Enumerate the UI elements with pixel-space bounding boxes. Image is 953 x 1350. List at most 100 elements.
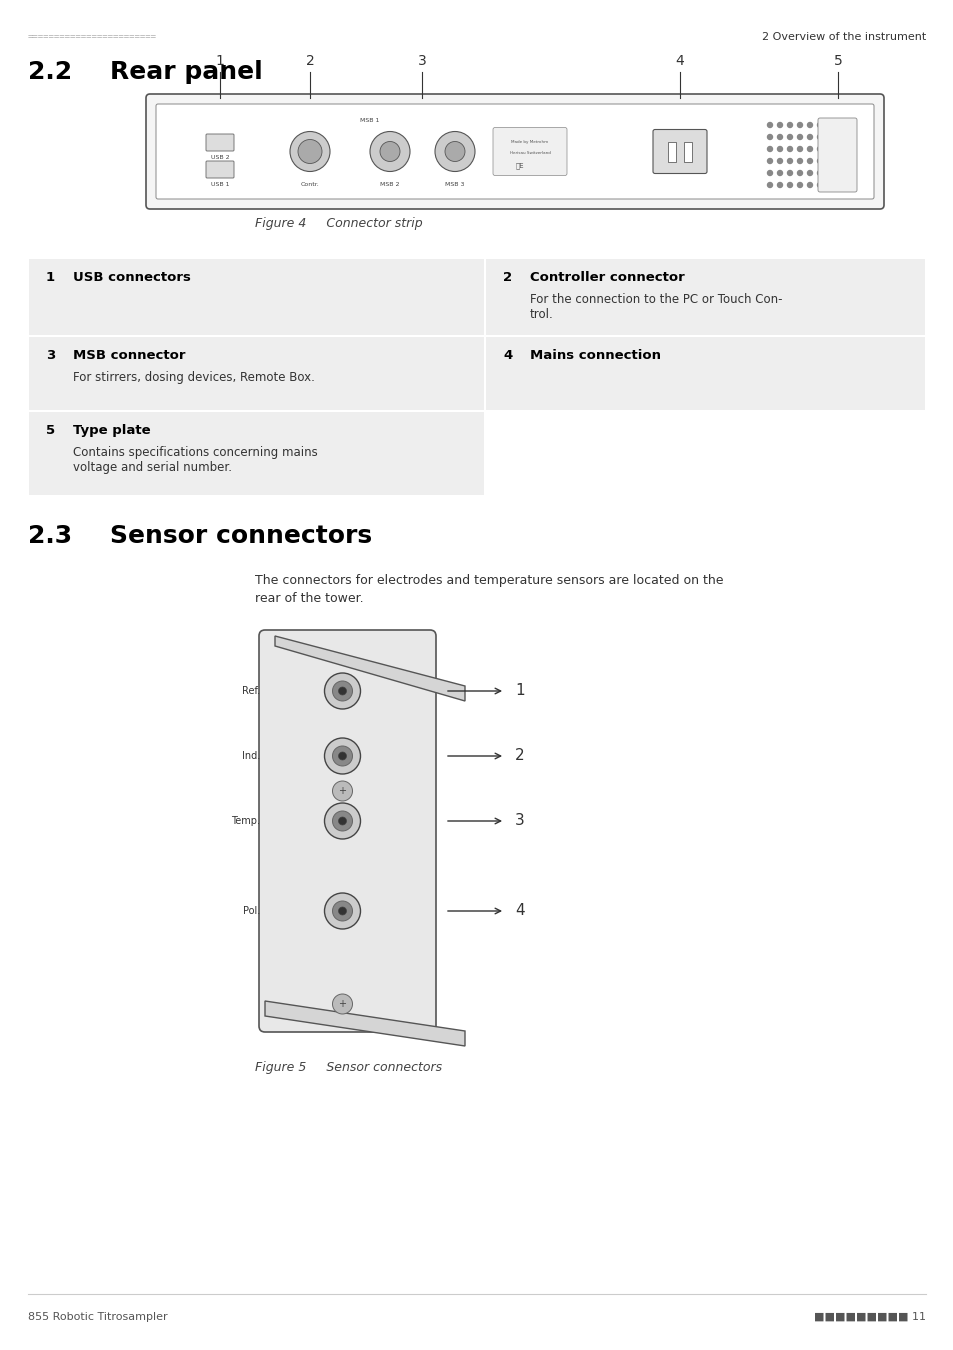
Circle shape <box>826 158 832 163</box>
Text: ========================: ======================== <box>28 32 157 40</box>
Circle shape <box>767 182 772 188</box>
Text: The connectors for electrodes and temperature sensors are located on the
rear of: The connectors for electrodes and temper… <box>254 574 722 605</box>
Circle shape <box>817 123 821 127</box>
Bar <box>667 142 676 162</box>
Circle shape <box>333 900 352 921</box>
Circle shape <box>797 170 801 176</box>
Circle shape <box>297 139 322 163</box>
Circle shape <box>837 123 841 127</box>
Circle shape <box>767 170 772 176</box>
Circle shape <box>806 182 812 188</box>
Circle shape <box>290 131 330 171</box>
Circle shape <box>797 123 801 127</box>
FancyBboxPatch shape <box>206 161 233 178</box>
Text: 3: 3 <box>46 350 55 362</box>
Text: 1: 1 <box>515 683 524 698</box>
Text: For the connection to the PC or Touch Con-
trol.: For the connection to the PC or Touch Co… <box>530 293 781 321</box>
Text: Herisau Switzerland: Herisau Switzerland <box>509 151 550 155</box>
Circle shape <box>324 803 360 838</box>
Circle shape <box>333 747 352 765</box>
FancyBboxPatch shape <box>652 130 706 174</box>
Circle shape <box>817 147 821 151</box>
Bar <box>28 410 484 495</box>
Text: +: + <box>338 786 346 796</box>
Circle shape <box>837 182 841 188</box>
Circle shape <box>826 147 832 151</box>
Text: Pol.: Pol. <box>242 906 260 917</box>
Circle shape <box>786 147 792 151</box>
Text: ⒸΕ: ⒸΕ <box>516 162 524 169</box>
Text: 3: 3 <box>417 54 426 68</box>
Circle shape <box>817 135 821 139</box>
Circle shape <box>817 170 821 176</box>
Text: 855 Robotic Titrosampler: 855 Robotic Titrosampler <box>28 1312 168 1322</box>
Circle shape <box>777 182 781 188</box>
Text: Ref.: Ref. <box>242 686 260 697</box>
Text: +: + <box>338 999 346 1008</box>
FancyBboxPatch shape <box>817 117 856 192</box>
Text: MSB 3: MSB 3 <box>445 182 464 188</box>
Circle shape <box>777 158 781 163</box>
Circle shape <box>797 182 801 188</box>
FancyBboxPatch shape <box>206 134 233 151</box>
Text: 2: 2 <box>515 748 524 764</box>
Circle shape <box>767 123 772 127</box>
Circle shape <box>806 135 812 139</box>
Circle shape <box>837 170 841 176</box>
Circle shape <box>786 158 792 163</box>
Text: Contr.: Contr. <box>300 182 319 188</box>
Circle shape <box>777 123 781 127</box>
Text: For stirrers, dosing devices, Remote Box.: For stirrers, dosing devices, Remote Box… <box>73 371 314 383</box>
Polygon shape <box>265 1000 464 1046</box>
Text: 1: 1 <box>215 54 224 68</box>
Circle shape <box>767 158 772 163</box>
Bar <box>484 258 925 336</box>
Text: Temp.: Temp. <box>231 815 260 826</box>
Bar <box>484 336 925 410</box>
Circle shape <box>777 135 781 139</box>
Circle shape <box>826 123 832 127</box>
Text: Figure 4     Connector strip: Figure 4 Connector strip <box>254 217 422 230</box>
Polygon shape <box>274 636 464 701</box>
FancyBboxPatch shape <box>493 127 566 176</box>
Circle shape <box>797 158 801 163</box>
Text: Mains connection: Mains connection <box>530 350 660 362</box>
Text: Made by Metrohm: Made by Metrohm <box>511 139 548 143</box>
Circle shape <box>338 687 346 695</box>
Bar <box>28 336 484 410</box>
Text: 2: 2 <box>502 271 512 284</box>
Text: ■■■■■■■■■ 11: ■■■■■■■■■ 11 <box>813 1312 925 1322</box>
Text: 4: 4 <box>502 350 512 362</box>
Text: 3: 3 <box>515 814 524 829</box>
Circle shape <box>826 182 832 188</box>
Circle shape <box>797 135 801 139</box>
Circle shape <box>324 892 360 929</box>
Text: MSB 2: MSB 2 <box>380 182 399 188</box>
Circle shape <box>817 158 821 163</box>
Text: Type plate: Type plate <box>73 424 151 437</box>
FancyBboxPatch shape <box>258 630 436 1031</box>
Text: USB 2: USB 2 <box>211 155 229 161</box>
Circle shape <box>806 123 812 127</box>
Circle shape <box>333 680 352 701</box>
Text: 2.3: 2.3 <box>28 524 72 548</box>
Circle shape <box>338 907 346 915</box>
Circle shape <box>767 147 772 151</box>
Text: 2.2: 2.2 <box>28 59 72 84</box>
Text: 2: 2 <box>305 54 314 68</box>
Circle shape <box>837 147 841 151</box>
Circle shape <box>767 135 772 139</box>
Circle shape <box>786 182 792 188</box>
Text: Controller connector: Controller connector <box>530 271 684 284</box>
Circle shape <box>338 752 346 760</box>
Circle shape <box>324 738 360 774</box>
Circle shape <box>324 674 360 709</box>
Text: Rear panel: Rear panel <box>110 59 262 84</box>
Text: MSB connector: MSB connector <box>73 350 185 362</box>
Bar <box>28 258 484 336</box>
Circle shape <box>837 135 841 139</box>
Circle shape <box>777 147 781 151</box>
Text: 4: 4 <box>675 54 683 68</box>
Circle shape <box>806 170 812 176</box>
Text: 2 Overview of the instrument: 2 Overview of the instrument <box>760 32 925 42</box>
